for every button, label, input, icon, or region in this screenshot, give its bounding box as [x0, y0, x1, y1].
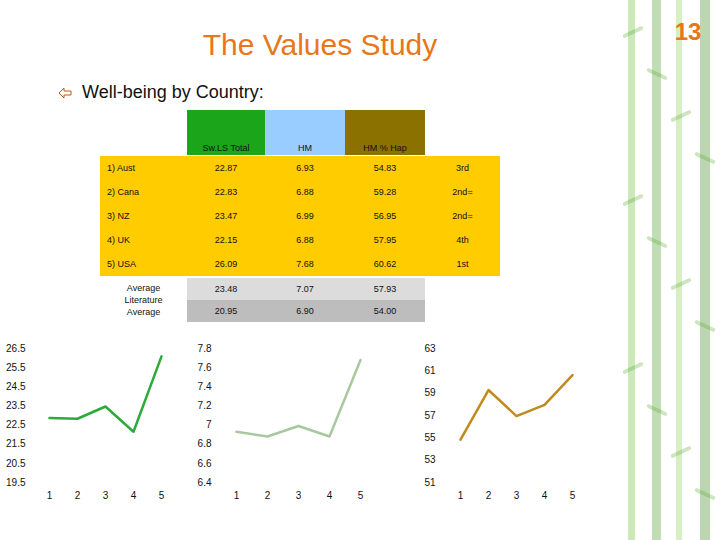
html-text:Literature Average: Literature Average [124, 295, 163, 317]
html-text:HM % Hap: HM % Hap [363, 143, 407, 153]
html-text:2nd=: 2nd= [452, 211, 473, 221]
svg-text:4: 4 [327, 490, 333, 501]
svg-text:23.5: 23.5 [6, 400, 26, 411]
svg-text:61: 61 [424, 365, 436, 376]
svg-text:5: 5 [358, 490, 364, 501]
html-text:57.93: 57.93 [373, 284, 397, 294]
html-text:6.88: 6.88 [296, 235, 314, 245]
svg-text:5: 5 [159, 490, 165, 501]
svg-text:7.6: 7.6 [198, 362, 212, 373]
svg-text:6.4: 6.4 [198, 477, 212, 488]
html-text:22.87: 22.87 [214, 163, 238, 173]
html-text:57.95: 57.95 [373, 235, 397, 245]
html-text:22.15: 22.15 [214, 235, 238, 245]
svg-text:51: 51 [424, 477, 436, 488]
html-text:59.28: 59.28 [373, 187, 397, 197]
html-text:54.83: 54.83 [373, 163, 397, 173]
svg-text:22.5: 22.5 [6, 419, 26, 430]
svg-text:19.5: 19.5 [6, 477, 26, 488]
html-text:Average: Average [126, 283, 161, 293]
svg-text:7.2: 7.2 [198, 400, 212, 411]
html-text:7.68: 7.68 [296, 259, 314, 269]
html-text:1st: 1st [456, 259, 469, 269]
svg-text:4: 4 [542, 490, 548, 501]
html-text:6.93: 6.93 [296, 163, 314, 173]
html-text:5) USA: 5) USA [107, 259, 136, 269]
svg-text:7: 7 [206, 419, 212, 430]
html-text:6.99: 6.99 [296, 211, 314, 221]
html-text:3) NZ: 3) NZ [107, 211, 130, 221]
html-text:3rd: 3rd [456, 163, 469, 173]
html-text:HM: HM [298, 143, 312, 153]
html-text:26.09: 26.09 [214, 259, 238, 269]
svg-text:7.8: 7.8 [198, 343, 212, 354]
svg-text:26.5: 26.5 [6, 343, 26, 354]
html-text:7.07: 7.07 [296, 284, 314, 294]
svg-text:1: 1 [234, 490, 240, 501]
html-text:2nd=: 2nd= [452, 187, 473, 197]
svg-text:5: 5 [570, 490, 576, 501]
svg-text:3: 3 [296, 490, 302, 501]
svg-text:55: 55 [424, 432, 436, 443]
html-text:54.00: 54.00 [373, 306, 397, 316]
html-text:20.95: 20.95 [214, 306, 238, 316]
html-text:The Values Study: The Values Study [202, 28, 438, 61]
html-text:56.95: 56.95 [373, 211, 397, 221]
svg-text:20.5: 20.5 [6, 458, 26, 469]
svg-text:6.6: 6.6 [198, 458, 212, 469]
html-text:23.48: 23.48 [214, 284, 238, 294]
svg-text:1: 1 [458, 490, 464, 501]
html-text:4) UK: 4) UK [107, 235, 130, 245]
svg-text:25.5: 25.5 [6, 362, 26, 373]
svg-text:63: 63 [424, 343, 436, 354]
svg-text:7.4: 7.4 [198, 381, 212, 392]
svg-text:59: 59 [424, 387, 436, 398]
svg-text:2: 2 [75, 490, 81, 501]
html-text:23.47: 23.47 [214, 211, 238, 221]
svg-text:53: 53 [424, 454, 436, 465]
html-text:2) Cana: 2) Cana [107, 187, 139, 197]
html-text:4th: 4th [456, 235, 469, 245]
svg-text:3: 3 [514, 490, 520, 501]
svg-text:21.5: 21.5 [6, 438, 26, 449]
html-text:6.90: 6.90 [296, 306, 314, 316]
svg-text:6.8: 6.8 [198, 438, 212, 449]
html-text:22.83: 22.83 [214, 187, 238, 197]
html-text:1) Aust: 1) Aust [107, 163, 135, 173]
svg-text:2: 2 [265, 490, 271, 501]
svg-text:57: 57 [424, 410, 436, 421]
svg-text:1: 1 [47, 490, 53, 501]
svg-text:3: 3 [103, 490, 109, 501]
svg-text:2: 2 [486, 490, 492, 501]
html-text:Sw.LS Total: Sw.LS Total [202, 143, 250, 153]
html-text:13: 13 [674, 18, 702, 45]
svg-text:4: 4 [131, 490, 137, 501]
html-text:6.88: 6.88 [296, 187, 314, 197]
html-text:Well-being by Country:: Well-being by Country: [82, 82, 264, 102]
svg-text:24.5: 24.5 [6, 381, 26, 392]
html-text:60.62: 60.62 [373, 259, 397, 269]
